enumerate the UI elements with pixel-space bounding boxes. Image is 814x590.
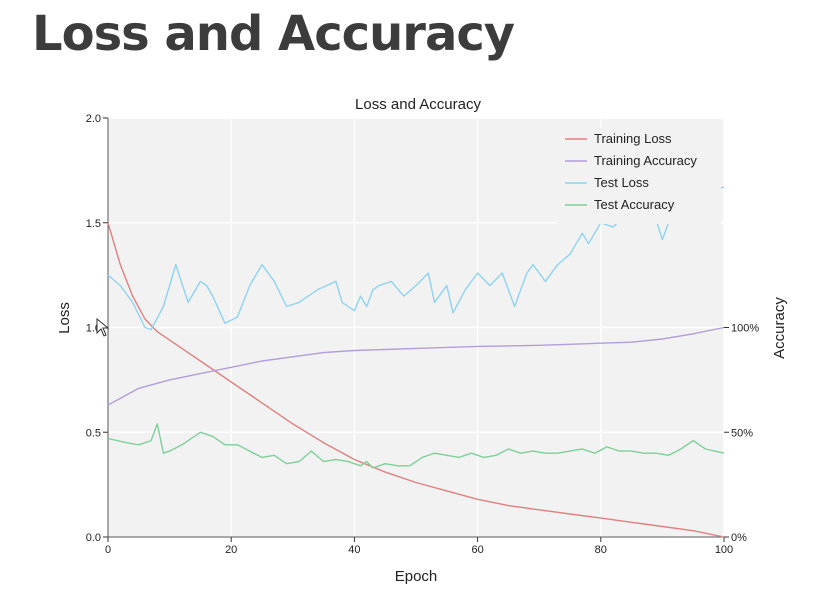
legend: Training Loss Training Accuracy Test Loss T…	[557, 128, 721, 224]
x-tick-label: 0	[105, 544, 111, 556]
legend-entry: Test Loss	[594, 175, 649, 190]
x-tick-label: 40	[348, 544, 360, 556]
series-line-training-loss	[107, 222, 725, 538]
x-tick-label: 60	[471, 544, 483, 556]
x-axis-label: Epoch	[395, 568, 438, 585]
y2-axis-label: Accuracy	[771, 297, 788, 359]
y2-tick-label: 50%	[731, 427, 753, 439]
y2-tick-label: 0%	[731, 532, 747, 544]
legend-entry: Test Accuracy	[594, 197, 675, 212]
y-tick-label: 0.0	[86, 532, 101, 544]
y-tick-label: 1.5	[86, 218, 101, 230]
legend-entry: Training Loss	[594, 131, 672, 146]
chart-title: Loss and Accuracy	[355, 96, 481, 113]
x-tick-label: 20	[225, 544, 237, 556]
slide-title: Loss and Accuracy	[32, 6, 515, 62]
series-line-training-accuracy	[107, 326, 725, 406]
y-tick-label: 2.0	[86, 113, 101, 125]
y2-tick-label: 100%	[731, 323, 759, 335]
x-tick-label: 80	[595, 544, 607, 556]
x-tick-label: 100	[715, 544, 733, 556]
series-lines	[107, 186, 725, 538]
legend-box	[557, 128, 721, 224]
y-tick-label: 0.5	[86, 427, 101, 439]
y-axis-label: Loss	[56, 302, 73, 334]
series-line-test-loss	[107, 186, 725, 331]
series-line-test-accuracy	[107, 423, 725, 469]
legend-entry: Training Accuracy	[594, 153, 697, 168]
mouse-pointer-icon	[96, 318, 110, 337]
